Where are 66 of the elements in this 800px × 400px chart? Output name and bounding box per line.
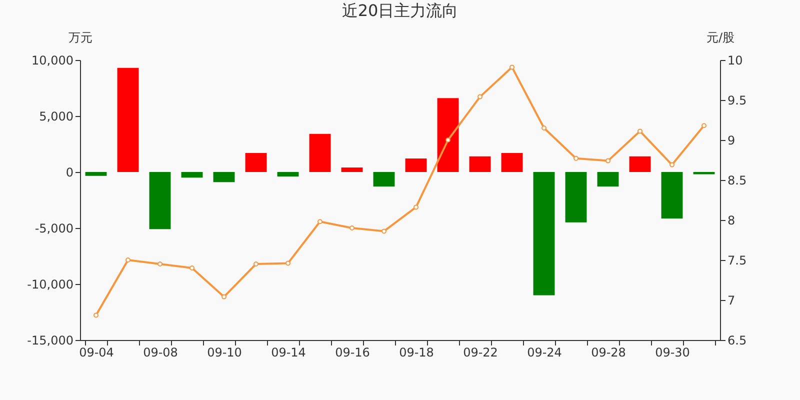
point: [702, 123, 706, 128]
bar: [277, 172, 299, 176]
point: [222, 294, 226, 300]
x-tick-label: 09-08: [143, 346, 178, 360]
bar: [533, 172, 555, 296]
x-tick-label: 09-14: [271, 346, 306, 360]
y2-tick-label: 10: [728, 54, 743, 68]
chart-title: 近20日主力流向: [342, 1, 458, 20]
point: [318, 219, 322, 224]
y2-tick-label: 8: [728, 214, 736, 228]
point: [350, 226, 354, 230]
bar: [501, 152, 523, 172]
x-tick-label: 09-24: [527, 346, 562, 360]
bar: [85, 172, 107, 176]
y2-tick-label: 7.5: [728, 254, 747, 268]
bar: [597, 172, 619, 187]
bar: [437, 98, 459, 172]
point: [574, 156, 578, 161]
y2-tick-label: 8.5: [728, 174, 747, 188]
bar: [309, 134, 331, 172]
y-tick-label: -10,000: [27, 278, 74, 292]
point: [670, 162, 674, 168]
bar: [629, 156, 651, 172]
point: [542, 126, 546, 130]
bar: [469, 156, 491, 172]
y-tick-label: 10,000: [32, 54, 74, 68]
y-tick-label: -15,000: [27, 334, 74, 348]
point: [126, 258, 130, 262]
point: [254, 262, 258, 266]
bar: [565, 172, 587, 222]
x-tick-label: 09-22: [463, 346, 498, 360]
y-axis-title: 万元: [68, 30, 92, 44]
bar: [373, 172, 395, 187]
x-tick-label: 09-04: [79, 346, 114, 360]
point: [286, 260, 290, 266]
y2-tick-label: 6.5: [728, 334, 747, 348]
point: [478, 94, 482, 100]
y-tick-label: 0: [66, 166, 74, 180]
x-tick-label: 09-18: [399, 346, 434, 360]
bar: [341, 168, 363, 172]
point: [382, 228, 386, 234]
x-tick-label: 09-28: [591, 346, 626, 360]
bar: [117, 68, 139, 172]
y-tick-label: 5,000: [39, 110, 74, 124]
y2-axis-title: 元/股: [706, 30, 735, 44]
bar: [405, 158, 427, 172]
point: [414, 204, 418, 210]
point: [638, 128, 642, 134]
point: [94, 312, 98, 318]
point: [446, 138, 450, 142]
bar: [213, 172, 235, 182]
y-tick-label: -5,000: [34, 222, 74, 236]
x-tick-label: 09-10: [207, 346, 242, 360]
point: [510, 64, 514, 70]
x-tick-label: 09-16: [335, 346, 370, 360]
point: [606, 158, 610, 164]
bar: [245, 152, 267, 172]
point: [190, 266, 194, 270]
point: [158, 262, 162, 266]
y2-tick-label: 9: [728, 134, 736, 148]
y2-tick-label: 9.5: [728, 94, 747, 108]
y2-tick-label: 7: [728, 294, 736, 308]
bar: [149, 172, 171, 230]
bar: [661, 172, 683, 218]
bar: [181, 172, 203, 178]
x-tick-label: 09-30: [655, 346, 690, 360]
